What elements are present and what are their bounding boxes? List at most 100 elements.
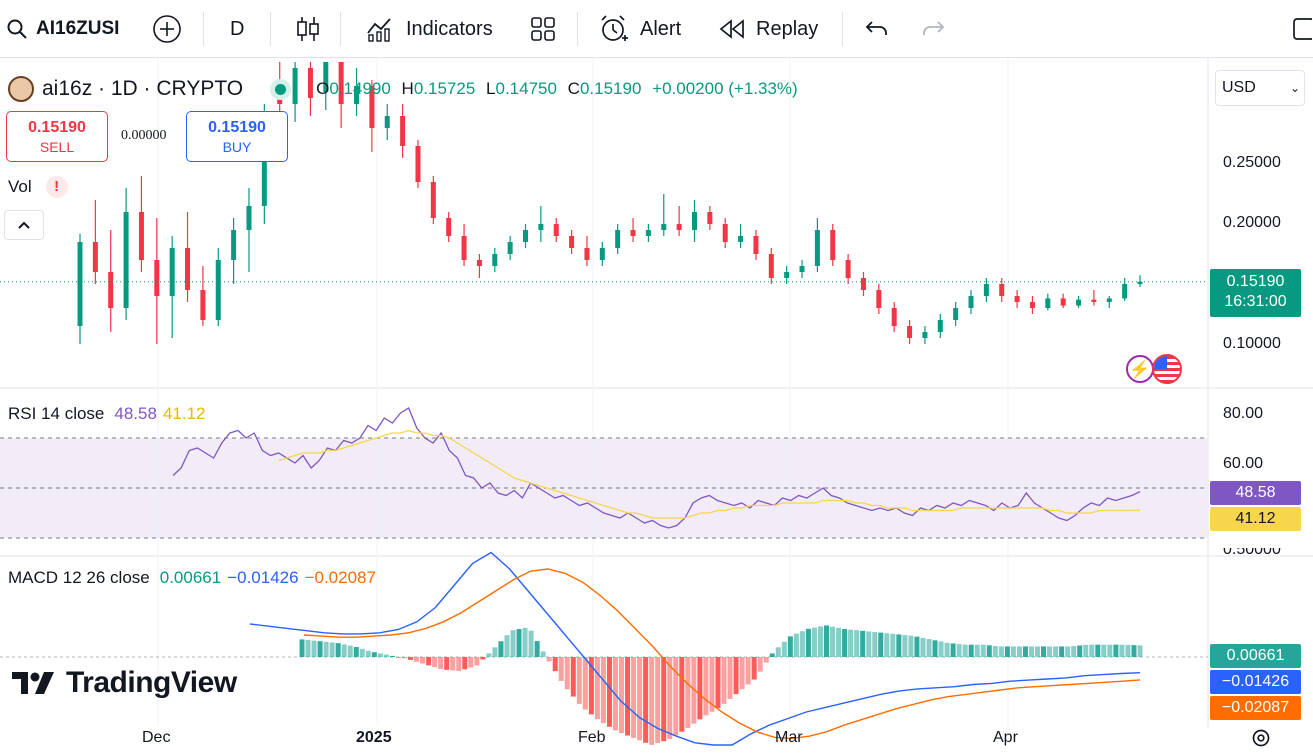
indicators-button[interactable]: Indicators	[366, 10, 493, 48]
rsi-axis-label: 80.00	[1223, 405, 1264, 422]
compare-symbol-button[interactable]	[152, 10, 182, 48]
macd-histogram-bar	[576, 657, 582, 704]
candle-body	[845, 260, 851, 278]
candle-body	[200, 290, 206, 320]
tradingview-logo[interactable]: TradingView	[10, 666, 237, 700]
macd-histogram-bar	[830, 626, 836, 657]
macd-histogram-bar	[329, 642, 335, 657]
lightning-icon: ⚡	[1126, 355, 1154, 383]
settings-button[interactable]	[1250, 727, 1272, 754]
macd-histogram-bar	[691, 657, 697, 724]
chart-area[interactable]	[0, 58, 1313, 750]
indicators-label: Indicators	[406, 17, 493, 40]
price-axis-label: 0.20000	[1223, 214, 1281, 231]
currency-select[interactable]: USD ⌄	[1215, 70, 1305, 106]
replay-button[interactable]: Replay	[718, 10, 818, 48]
candle-body	[784, 272, 790, 278]
macd-histogram-bar	[383, 654, 389, 657]
macd-histogram-bar	[673, 657, 679, 736]
undo-button[interactable]	[864, 10, 890, 48]
redo-button[interactable]	[920, 10, 946, 48]
macd-histogram-bar	[775, 647, 781, 657]
candle-body	[1045, 298, 1051, 308]
rsi-legend: RSI 14 close 48.58 41.12	[8, 404, 205, 424]
interval-button[interactable]: D	[230, 10, 244, 48]
events-marker[interactable]: ⚡	[1124, 353, 1186, 385]
macd-histogram-bar	[335, 643, 341, 657]
candle-body	[77, 242, 83, 326]
buy-button[interactable]: 0.15190 BUY	[186, 111, 288, 162]
search-icon	[7, 19, 27, 39]
macd-histogram-bar	[582, 657, 588, 710]
candle-body	[799, 266, 805, 272]
macd-histogram-bar	[552, 657, 558, 672]
candle-body	[722, 224, 728, 242]
macd-histogram-bar	[347, 645, 353, 657]
collapse-legend-button[interactable]	[4, 210, 44, 240]
macd-histogram-bar	[667, 657, 673, 740]
spread-value: 0.00000	[121, 128, 167, 143]
macd-histogram-bar	[486, 653, 492, 657]
chart-type-button[interactable]	[295, 10, 321, 48]
macd-histogram-bar	[926, 639, 932, 657]
chevron-up-icon	[18, 221, 30, 229]
macd-histogram-bar	[631, 657, 637, 738]
macd-histogram-bar	[890, 633, 896, 657]
candle-body	[999, 284, 1005, 296]
warning-icon[interactable]: !	[45, 176, 68, 198]
candle-body	[369, 86, 375, 128]
candle-body	[1122, 284, 1128, 299]
macd-histogram-bar	[944, 642, 950, 657]
macd-histogram-bar	[805, 628, 811, 657]
macd-histogram-bar	[353, 647, 359, 657]
macd-histogram-bar	[637, 657, 643, 741]
alert-button[interactable]: Alert	[598, 10, 681, 48]
macd-histogram-bar	[570, 657, 576, 697]
macd-histogram-bar	[1101, 644, 1107, 657]
macd-histogram-bar	[606, 657, 612, 727]
low-label: L	[486, 79, 496, 98]
market-status-dot	[275, 83, 287, 95]
macd-histogram-bar	[317, 641, 323, 657]
candle-body	[169, 248, 175, 296]
macd-histogram-bar	[414, 657, 420, 662]
macd-histogram-bar	[896, 634, 902, 657]
macd-histogram-bar	[721, 657, 727, 704]
time-axis-label: Feb	[578, 729, 606, 746]
symbol-name: AI16ZUSI	[36, 18, 120, 39]
macd-histogram-bar	[564, 657, 570, 690]
candle-body	[814, 230, 820, 266]
macd-histogram-bar	[902, 635, 908, 657]
grid-icon	[531, 17, 555, 41]
macd-histogram-bar	[299, 639, 305, 657]
redo-icon	[923, 21, 945, 35]
candle-body	[384, 116, 390, 128]
sell-button[interactable]: 0.15190 SELL	[6, 111, 108, 162]
symbol-search[interactable]: AI16ZUSI	[6, 10, 119, 48]
macd-histogram-bar	[715, 657, 721, 709]
candle-body	[891, 308, 897, 326]
macd-histogram-bar	[474, 657, 480, 666]
macd-histogram-bar	[1137, 645, 1143, 657]
macd-histogram-bar	[492, 647, 498, 657]
macd-histogram-bar	[751, 657, 757, 680]
candle-body	[876, 290, 882, 308]
candle-body	[1029, 302, 1035, 308]
macd-histogram-bar	[836, 627, 842, 657]
macd-histogram-bar	[685, 657, 691, 728]
candle-body	[907, 326, 913, 338]
macd-histogram-bar	[365, 650, 371, 657]
candle-body	[937, 320, 943, 332]
toolbar-divider	[270, 12, 271, 46]
layouts-button[interactable]	[530, 10, 556, 48]
ohlc-values: O0.14990 H0.15725 L0.14750 C0.15190 +0.0…	[316, 79, 798, 99]
macd-histogram-bar	[1053, 646, 1059, 657]
macd-hist-badge: 0.00661	[1210, 644, 1301, 668]
brand-name: TradingView	[66, 666, 237, 699]
candle-body	[430, 182, 436, 218]
macd-line	[249, 551, 1141, 746]
fullscreen-button[interactable]	[1290, 10, 1312, 48]
candle-body	[538, 224, 544, 230]
gear-icon	[1252, 729, 1270, 747]
candles-icon	[297, 17, 319, 41]
